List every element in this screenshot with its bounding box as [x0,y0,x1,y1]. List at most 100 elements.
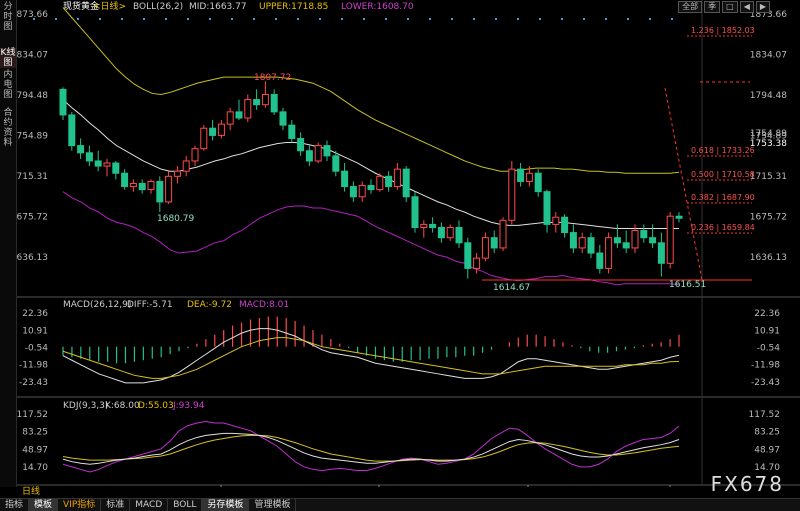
price-tick-right-3: 1754.89 [750,132,787,142]
candle-body [147,180,155,191]
event-marker-dot [429,18,431,20]
candle-body [455,226,463,244]
candle-body [112,162,120,174]
event-marker-dot [231,18,233,20]
candle-body [508,168,516,221]
candle-body [596,252,604,269]
candle-body [165,175,173,203]
candle-body [473,257,481,269]
header-item-0: 现货黄金 [63,0,99,12]
candle-body [578,237,586,249]
toolbar-item-3[interactable]: 标准 [101,499,131,511]
event-marker-dot [385,18,387,20]
price-tick-left-3: 1754.89 [17,132,48,142]
event-marker-dot [649,18,651,20]
candle-body [420,223,428,228]
sidebar-tab-1[interactable]: K线图 [0,48,16,68]
macd-dea-line [62,337,680,379]
candle-body [323,145,331,157]
candle-body [129,182,137,188]
macd-tick-right-3: -11.98 [751,361,780,371]
candle-body [156,180,164,203]
candle-body [446,226,454,239]
price-tick-left-5: 1675.72 [17,212,48,222]
kdj-j: J:93.94 [172,401,205,411]
candle-body [675,215,683,219]
event-marker-dot [473,18,475,20]
event-marker-dot [363,18,365,20]
candle-body [429,223,437,228]
event-marker-dot [319,18,321,20]
header-item-4: UPPER:1718.85 [259,2,328,12]
candle-body [332,155,340,172]
kdj-k-line [62,432,680,465]
candle-body [587,237,595,254]
event-marker-dot [55,18,57,20]
candle-body [85,152,93,162]
price-tick-right-6: 1636.13 [750,253,787,263]
candle-body [490,237,498,249]
event-marker-dot [407,18,409,20]
top-buttons: 全部季 □ ◀ ▶ [678,1,770,13]
toolbar-item-1[interactable]: 模板 [29,499,59,511]
annotation-low-2: 1614.67 [493,283,530,293]
event-marker-dot [77,18,79,20]
candle-body [385,175,393,188]
candle-body [288,124,296,139]
event-marker-dot [495,18,497,20]
candle-body [305,150,313,162]
toolbar-item-6[interactable]: 另存模板 [202,499,250,511]
event-marker-dot [561,18,563,20]
fib-label-0: 1.236 | 1852.03 [691,26,755,35]
candle-body [297,137,305,152]
event-marker-dot [671,18,673,20]
period-button[interactable]: 日线 [22,487,41,497]
event-marker-dot [517,18,519,20]
price-tick-right-4: 1715.31 [750,172,787,182]
event-marker-dot [539,18,541,20]
macd-tick-right-1: 10.91 [754,326,780,336]
toolbar-item-5[interactable]: BOLL [168,499,203,511]
top-button-2[interactable]: □ [722,1,738,13]
price-tick-left-2: 1794.48 [17,91,48,101]
candle-body [217,123,225,136]
chart-canvas: 现货黄金<日线> BOLL(26,2) MID:1663.77 UPPER:1718.… [17,0,800,487]
sidebar-tab-0[interactable]: 分时图 [3,2,13,32]
toolbar-item-4[interactable]: MACD [130,499,169,511]
bottom-toolbar: 指标 模板 VIP指标 标准 MACD BOLL 另存模板 管理模板 [0,498,800,511]
top-button-0[interactable]: 全部 [678,1,703,13]
event-marker-dot [99,18,101,20]
event-marker-dot [341,18,343,20]
event-marker-dot [143,18,145,20]
header-item-5: LOWER:1608.70 [341,2,414,12]
candle-body [182,160,190,172]
event-marker-dot [209,18,211,20]
top-button-4[interactable]: ▶ [755,1,770,13]
candle-body [226,111,234,125]
candle-body [552,216,560,225]
candle-body [94,160,102,167]
boll-mid-line [62,99,679,229]
sidebar-tab-2[interactable]: 内电图 [3,70,13,100]
macd-tick-left-0: 22.36 [22,309,48,319]
event-marker-dot [121,18,123,20]
macd-diff-line [62,328,680,384]
toolbar-item-2[interactable]: VIP指标 [58,499,102,511]
price-tick-right-1: 1834.07 [750,51,787,61]
macd-tick-left-4: -23.43 [19,378,48,388]
toolbar-item-0[interactable]: 指标 [0,499,30,511]
candle-body [393,168,401,188]
candle-body [605,237,613,269]
candle-body [464,242,472,269]
kdj-tick-right-2: 48.97 [754,445,780,455]
fib-diagonal [664,87,703,281]
candle-body [534,172,542,193]
candle-body [622,242,630,249]
event-marker-dot [605,18,607,20]
price-tick-left-1: 1834.07 [17,51,48,61]
top-button-1[interactable]: 季 [704,1,721,13]
event-marker-dot [33,18,35,20]
top-button-3[interactable]: ◀ [739,1,754,13]
sidebar-tab-3[interactable]: 合约资料 [3,108,13,148]
toolbar-item-7[interactable]: 管理模板 [249,499,297,511]
